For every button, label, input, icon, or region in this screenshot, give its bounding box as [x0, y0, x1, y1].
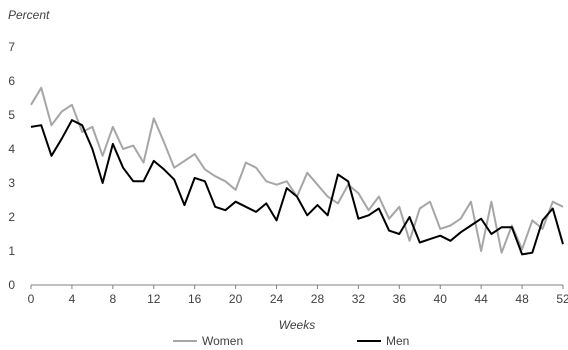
x-tick-label: 4	[69, 292, 76, 306]
x-axis-ticks: 0 4 8 12 16 20 24 28 32 36 40 44 48 52	[28, 285, 568, 306]
y-tick-label: 6	[8, 74, 15, 88]
y-tick-label: 7	[8, 40, 15, 54]
series-line-men	[30, 119, 564, 256]
series-line-women	[30, 86, 564, 254]
legend: Women Men	[173, 334, 409, 348]
y-tick-label: 5	[8, 108, 15, 122]
x-tick-label: 12	[147, 292, 161, 306]
x-tick-label: 24	[270, 292, 284, 306]
x-tick-label: 44	[474, 292, 488, 306]
x-tick-label: 36	[393, 292, 407, 306]
y-axis-title: Percent	[8, 8, 50, 22]
x-tick-label: 28	[311, 292, 325, 306]
x-tick-label: 20	[229, 292, 243, 306]
y-tick-label: 1	[8, 244, 15, 258]
x-axis-title: Weeks	[279, 318, 315, 332]
y-tick-label: 2	[8, 210, 15, 224]
x-tick-label: 16	[188, 292, 202, 306]
series-lines	[30, 86, 564, 256]
y-axis-ticks: 0 1 2 3 4 5 6 7	[8, 40, 15, 292]
x-tick-label: 32	[352, 292, 366, 306]
legend-label: Women	[202, 334, 243, 348]
x-tick-label: 0	[28, 292, 35, 306]
x-tick-label: 52	[556, 292, 568, 306]
y-tick-label: 4	[8, 142, 15, 156]
x-tick-label: 8	[110, 292, 117, 306]
x-tick-label: 40	[434, 292, 448, 306]
y-tick-label: 3	[8, 176, 15, 190]
x-tick-label: 48	[515, 292, 529, 306]
legend-label: Men	[386, 334, 409, 348]
y-tick-label: 0	[8, 278, 15, 292]
